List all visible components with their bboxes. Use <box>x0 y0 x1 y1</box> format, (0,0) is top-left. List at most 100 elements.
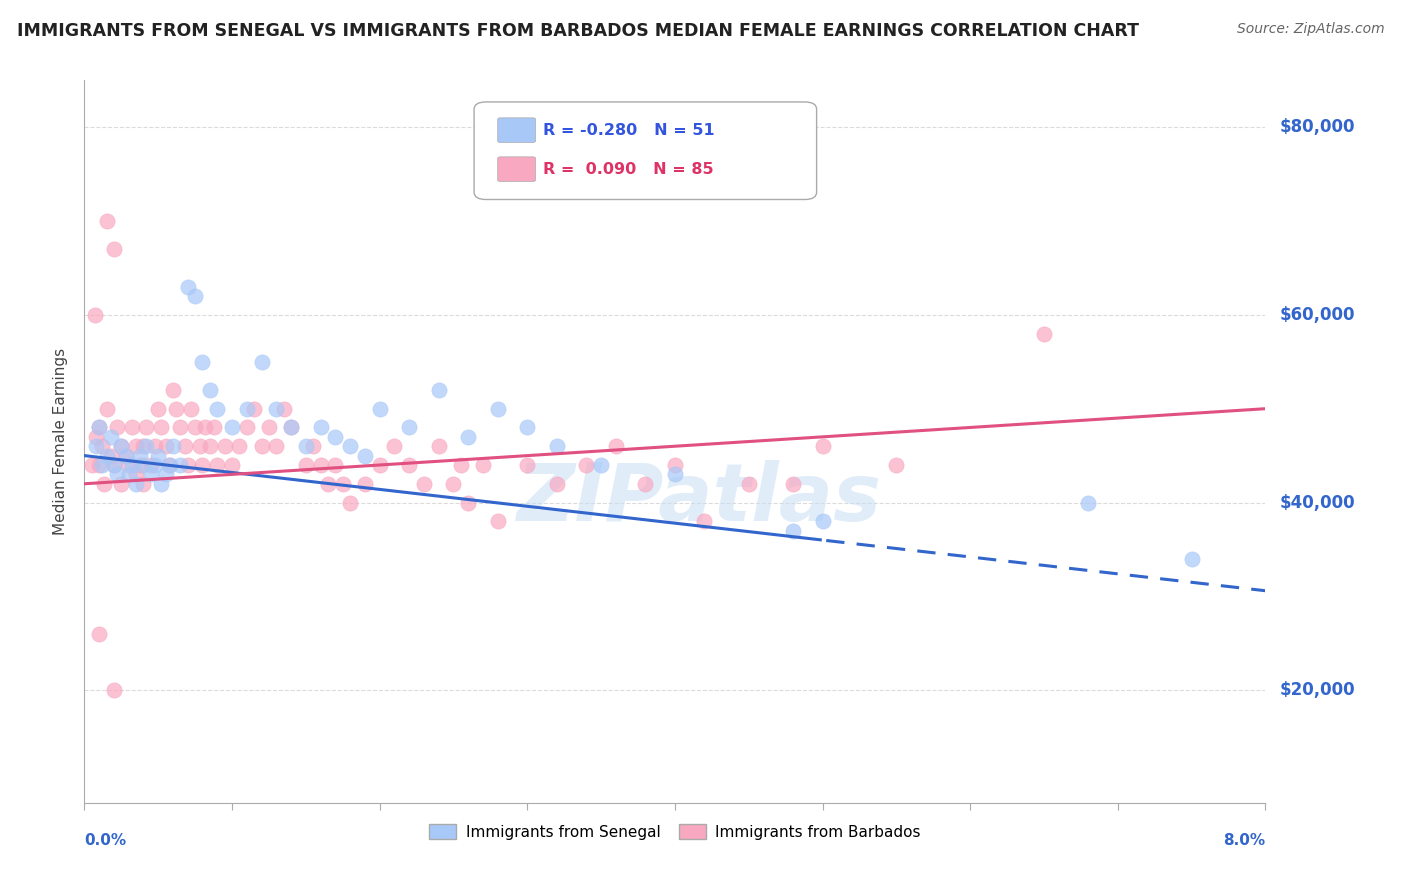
Point <box>114 449 136 463</box>
Point <box>177 458 200 472</box>
Point <box>87 627 111 641</box>
Point <box>121 420 143 434</box>
Point <box>207 458 229 472</box>
Point <box>457 495 479 509</box>
Point <box>323 430 347 444</box>
Point <box>782 524 804 538</box>
Text: ZIPatlas: ZIPatlas <box>516 460 882 539</box>
Point <box>605 439 627 453</box>
Point <box>162 383 184 397</box>
Text: Source: ZipAtlas.com: Source: ZipAtlas.com <box>1237 22 1385 37</box>
Point <box>368 458 391 472</box>
Point <box>191 355 214 369</box>
Point <box>295 439 318 453</box>
Point <box>96 449 118 463</box>
Point <box>339 495 361 509</box>
Point <box>135 439 157 453</box>
Point <box>135 420 157 434</box>
Point <box>339 439 361 453</box>
Point <box>150 476 173 491</box>
Point <box>316 476 339 491</box>
Point <box>202 420 225 434</box>
Legend: Immigrants from Senegal, Immigrants from Barbados: Immigrants from Senegal, Immigrants from… <box>423 818 927 846</box>
Point <box>155 467 177 482</box>
Point <box>280 420 302 434</box>
Point <box>118 467 141 482</box>
Point <box>214 439 236 453</box>
Point <box>191 458 214 472</box>
Point <box>228 439 250 453</box>
Point <box>221 420 243 434</box>
Point <box>198 383 221 397</box>
Point <box>132 458 155 472</box>
Point <box>427 439 450 453</box>
Point <box>194 420 217 434</box>
Point <box>450 458 472 472</box>
Point <box>83 308 105 322</box>
Point <box>354 476 377 491</box>
Point <box>398 420 420 434</box>
Text: $40,000: $40,000 <box>1279 493 1355 511</box>
Point <box>173 439 195 453</box>
Point <box>125 467 148 482</box>
Point <box>100 449 122 463</box>
Text: $80,000: $80,000 <box>1279 119 1355 136</box>
Point <box>250 439 273 453</box>
Point <box>634 476 657 491</box>
Text: R = -0.280   N = 51: R = -0.280 N = 51 <box>543 122 714 137</box>
Point <box>169 420 191 434</box>
Point <box>516 458 538 472</box>
Point <box>546 476 568 491</box>
Point <box>87 458 111 472</box>
Point <box>87 420 111 434</box>
Point <box>368 401 391 416</box>
Point <box>169 458 191 472</box>
Point <box>110 439 132 453</box>
Point <box>129 458 152 472</box>
Point <box>155 439 177 453</box>
Point <box>159 458 181 472</box>
Y-axis label: Median Female Earnings: Median Female Earnings <box>53 348 69 535</box>
Point <box>96 214 118 228</box>
Point <box>103 458 125 472</box>
Point <box>295 458 318 472</box>
Point <box>811 514 834 528</box>
Point <box>188 439 211 453</box>
Point <box>309 458 332 472</box>
Point <box>114 449 136 463</box>
Point <box>165 401 187 416</box>
Text: $20,000: $20,000 <box>1279 681 1355 699</box>
Point <box>150 420 173 434</box>
Point <box>148 449 170 463</box>
Point <box>162 439 184 453</box>
Point <box>129 449 152 463</box>
Point <box>139 458 162 472</box>
Point <box>302 439 325 453</box>
Point <box>1033 326 1056 341</box>
Point <box>105 420 128 434</box>
Point <box>84 430 107 444</box>
Point <box>398 458 420 472</box>
Point <box>516 420 538 434</box>
Point <box>236 401 259 416</box>
Point <box>180 401 202 416</box>
Point <box>93 476 115 491</box>
Point <box>575 458 598 472</box>
Point <box>184 289 207 303</box>
Point <box>1181 551 1204 566</box>
Point <box>80 458 103 472</box>
Point <box>486 514 509 528</box>
Point <box>427 383 450 397</box>
Text: 0.0%: 0.0% <box>84 833 127 848</box>
Point <box>157 458 180 472</box>
Point <box>323 458 347 472</box>
Point <box>103 242 125 256</box>
Point <box>132 439 155 453</box>
Point <box>472 458 495 472</box>
Text: IMMIGRANTS FROM SENEGAL VS IMMIGRANTS FROM BARBADOS MEDIAN FEMALE EARNINGS CORRE: IMMIGRANTS FROM SENEGAL VS IMMIGRANTS FR… <box>17 22 1139 40</box>
Point <box>177 279 200 293</box>
Point <box>664 458 686 472</box>
Point <box>110 439 132 453</box>
FancyBboxPatch shape <box>474 102 817 200</box>
Point <box>132 476 155 491</box>
